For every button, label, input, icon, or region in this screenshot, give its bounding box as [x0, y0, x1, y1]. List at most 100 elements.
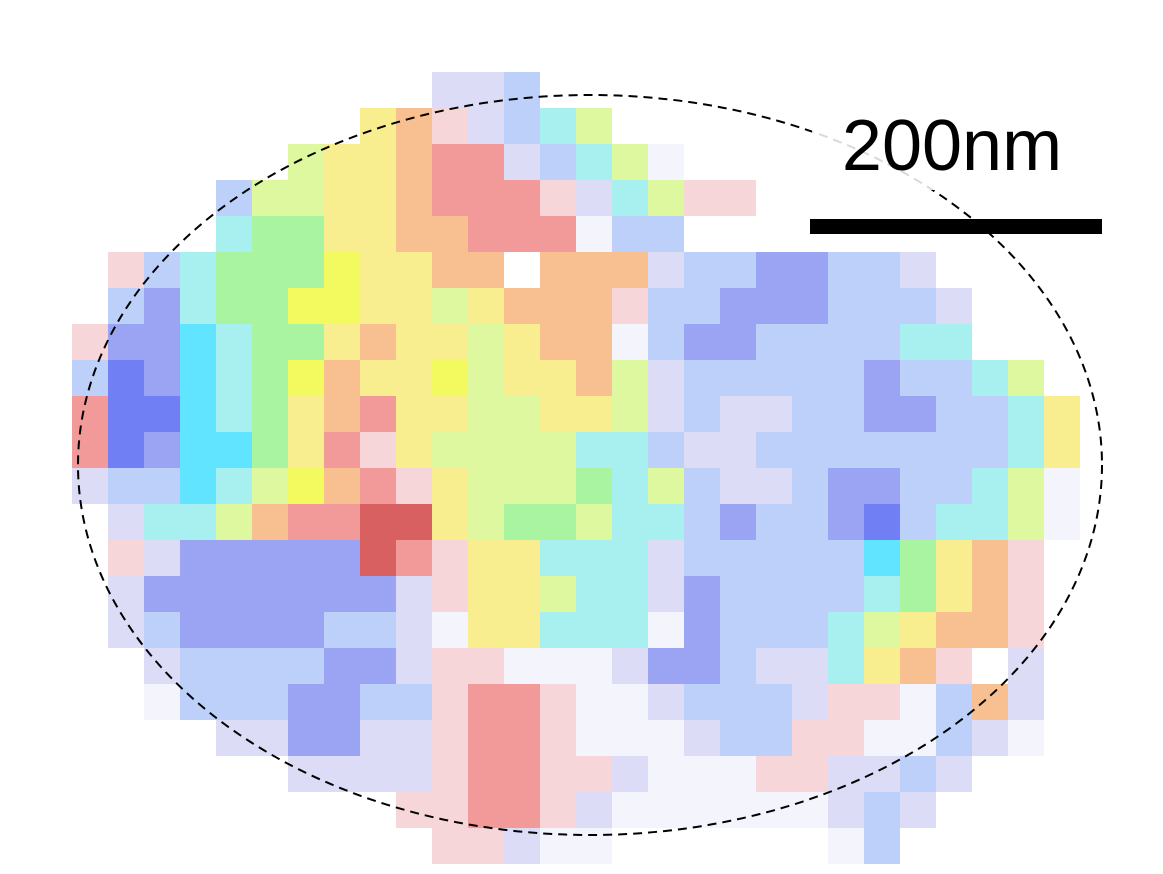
pixel	[216, 360, 252, 396]
pixel	[756, 360, 792, 396]
pixel	[864, 612, 900, 648]
pixel	[864, 324, 900, 360]
pixel	[180, 432, 216, 468]
pixel	[540, 288, 576, 324]
pixel	[144, 540, 180, 576]
pixel	[828, 468, 864, 504]
pixel	[108, 576, 144, 612]
pixel	[504, 576, 540, 612]
pixel	[216, 432, 252, 468]
pixel	[540, 108, 576, 144]
pixel	[108, 468, 144, 504]
pixel	[216, 324, 252, 360]
pixel	[864, 432, 900, 468]
pixel	[360, 252, 396, 288]
pixel	[720, 468, 756, 504]
pixel	[108, 504, 144, 540]
pixel	[396, 396, 432, 432]
pixel	[540, 684, 576, 720]
pixel	[900, 684, 936, 720]
pixel	[360, 576, 396, 612]
pixel	[288, 612, 324, 648]
pixel	[864, 684, 900, 720]
pixel	[900, 468, 936, 504]
pixel	[648, 792, 684, 828]
pixel	[288, 648, 324, 684]
pixel	[576, 180, 612, 216]
pixel	[648, 144, 684, 180]
pixel	[288, 720, 324, 756]
pixel	[720, 360, 756, 396]
pixel	[1008, 540, 1044, 576]
pixel	[684, 756, 720, 792]
pixel	[864, 396, 900, 432]
pixel	[900, 252, 936, 288]
pixel	[720, 648, 756, 684]
pixel	[828, 252, 864, 288]
pixel	[612, 396, 648, 432]
pixel	[540, 792, 576, 828]
pixel	[864, 288, 900, 324]
pixel	[684, 504, 720, 540]
pixel	[180, 540, 216, 576]
pixel	[828, 432, 864, 468]
pixel	[72, 396, 108, 432]
pixel	[576, 828, 612, 864]
pixel	[576, 252, 612, 288]
pixel	[864, 720, 900, 756]
pixel	[468, 504, 504, 540]
pixel	[756, 756, 792, 792]
pixel	[144, 612, 180, 648]
pixel	[252, 432, 288, 468]
pixel	[900, 576, 936, 612]
pixel	[252, 504, 288, 540]
pixel-map	[72, 72, 1080, 864]
pixel	[720, 288, 756, 324]
pixel	[360, 612, 396, 648]
pixel	[540, 144, 576, 180]
pixel	[684, 252, 720, 288]
pixel	[576, 216, 612, 252]
pixel	[648, 360, 684, 396]
pixel	[288, 756, 324, 792]
pixel	[1008, 684, 1044, 720]
pixel	[288, 360, 324, 396]
pixel	[900, 756, 936, 792]
pixel	[900, 612, 936, 648]
pixel	[792, 540, 828, 576]
pixel	[864, 468, 900, 504]
pixel	[684, 648, 720, 684]
pixel	[108, 360, 144, 396]
pixel	[576, 288, 612, 324]
pixel	[432, 432, 468, 468]
pixel	[612, 216, 648, 252]
pixel	[288, 252, 324, 288]
pixel	[612, 504, 648, 540]
pixel	[216, 504, 252, 540]
pixel	[432, 720, 468, 756]
pixel	[792, 792, 828, 828]
pixel	[72, 324, 108, 360]
pixel	[900, 360, 936, 396]
pixel	[684, 792, 720, 828]
pixel	[180, 396, 216, 432]
pixel	[828, 288, 864, 324]
pixel	[540, 252, 576, 288]
pixel	[504, 828, 540, 864]
pixel	[504, 468, 540, 504]
pixel	[324, 468, 360, 504]
pixel	[612, 648, 648, 684]
pixel	[504, 612, 540, 648]
pixel	[72, 360, 108, 396]
pixel	[360, 180, 396, 216]
pixel	[252, 576, 288, 612]
pixel	[324, 612, 360, 648]
pixel	[144, 324, 180, 360]
pixel	[576, 576, 612, 612]
pixel	[468, 792, 504, 828]
pixel	[288, 396, 324, 432]
pixel	[324, 324, 360, 360]
pixel	[108, 288, 144, 324]
pixel	[468, 540, 504, 576]
